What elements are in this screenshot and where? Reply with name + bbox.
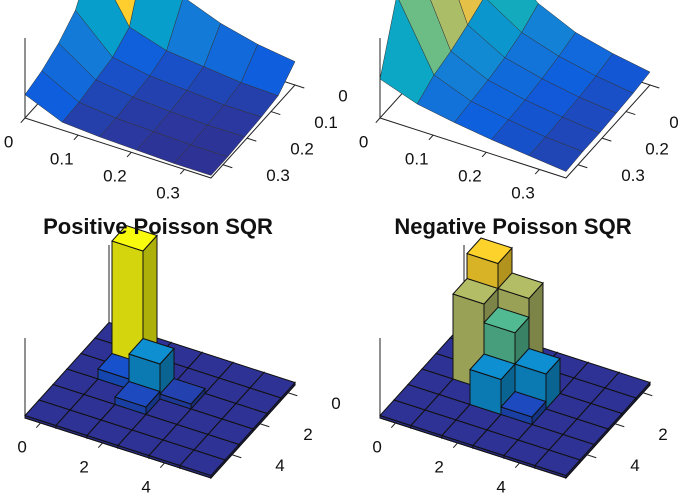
- bar-top: [159, 377, 206, 405]
- y-tick-label: 4: [630, 456, 639, 475]
- y-tick: [287, 392, 298, 397]
- x-tick-label: 0.2: [458, 167, 482, 186]
- bar-top: [111, 224, 158, 252]
- bar-top: [466, 237, 513, 265]
- y-tick-label: 0.2: [645, 140, 669, 159]
- y-tick: [294, 84, 305, 89]
- y-tick-label: 0.3: [266, 166, 290, 185]
- chart-title: Negative Poisson SQR: [394, 214, 631, 239]
- y-tick-label: 0: [338, 86, 347, 105]
- y-tick-label: 0.3: [621, 166, 645, 185]
- y-tick: [270, 111, 281, 116]
- x-tick-label: 0.2: [103, 167, 127, 186]
- y-tick-label: 4: [275, 456, 284, 475]
- x-tick: [97, 442, 103, 448]
- y-tick: [586, 454, 597, 459]
- x-tick: [159, 462, 165, 468]
- x-tick-label: 0.1: [50, 149, 74, 168]
- y-tick: [222, 164, 233, 169]
- bar-top: [179, 449, 226, 477]
- x-tick: [452, 442, 458, 448]
- x-tick-label: 0.3: [511, 184, 535, 203]
- x-tick: [126, 151, 132, 158]
- x-tick-label: 0.3: [156, 184, 180, 203]
- x-tick: [179, 169, 185, 175]
- x-tick-label: 0: [359, 132, 368, 151]
- y-tick-label: 0: [331, 394, 340, 413]
- y-tick-label: 2: [658, 425, 667, 444]
- x-tick: [481, 151, 487, 158]
- x-tick-label: 4: [496, 477, 505, 496]
- y-tick-label: 2: [303, 425, 312, 444]
- y-tick-label: 0.1: [669, 113, 680, 132]
- x-tick: [375, 117, 381, 123]
- bar-top: [514, 347, 561, 375]
- surface-patch: [528, 136, 584, 172]
- y-tick: [614, 423, 625, 428]
- bar-top: [497, 272, 544, 300]
- y-tick: [601, 137, 612, 142]
- chart-title: Positive Poisson SQR: [43, 214, 273, 239]
- bar-top: [114, 380, 161, 408]
- y-tick: [642, 392, 653, 397]
- x-tick: [428, 134, 434, 141]
- x-tick-label: 4: [141, 477, 150, 496]
- x-tick-label: 0.1: [405, 149, 429, 168]
- y-tick: [259, 423, 270, 428]
- y-tick: [577, 164, 588, 169]
- x-tick: [390, 422, 396, 428]
- x-tick: [514, 462, 520, 468]
- x-tick-label: 0: [4, 132, 13, 151]
- bar-top: [534, 449, 581, 477]
- x-tick: [73, 134, 79, 141]
- y-tick: [246, 137, 257, 142]
- y-tick-label: 0.1: [314, 113, 338, 132]
- x-tick-label: 0: [372, 437, 381, 456]
- y-tick-label: 0.2: [290, 140, 314, 159]
- y-tick: [231, 454, 242, 459]
- x-tick-label: 2: [79, 457, 88, 476]
- y-tick: [625, 111, 636, 116]
- x-tick: [35, 422, 41, 428]
- bar-top: [500, 390, 547, 418]
- x-tick: [534, 169, 540, 175]
- bar-top: [452, 277, 499, 305]
- bar-top: [128, 337, 175, 365]
- bar-top: [469, 353, 516, 381]
- x-tick-label: 0: [17, 437, 26, 456]
- bar-top: [483, 306, 530, 334]
- x-tick: [20, 117, 26, 123]
- surface-patch: [173, 144, 229, 176]
- y-tick: [649, 84, 660, 89]
- x-tick-label: 2: [434, 457, 443, 476]
